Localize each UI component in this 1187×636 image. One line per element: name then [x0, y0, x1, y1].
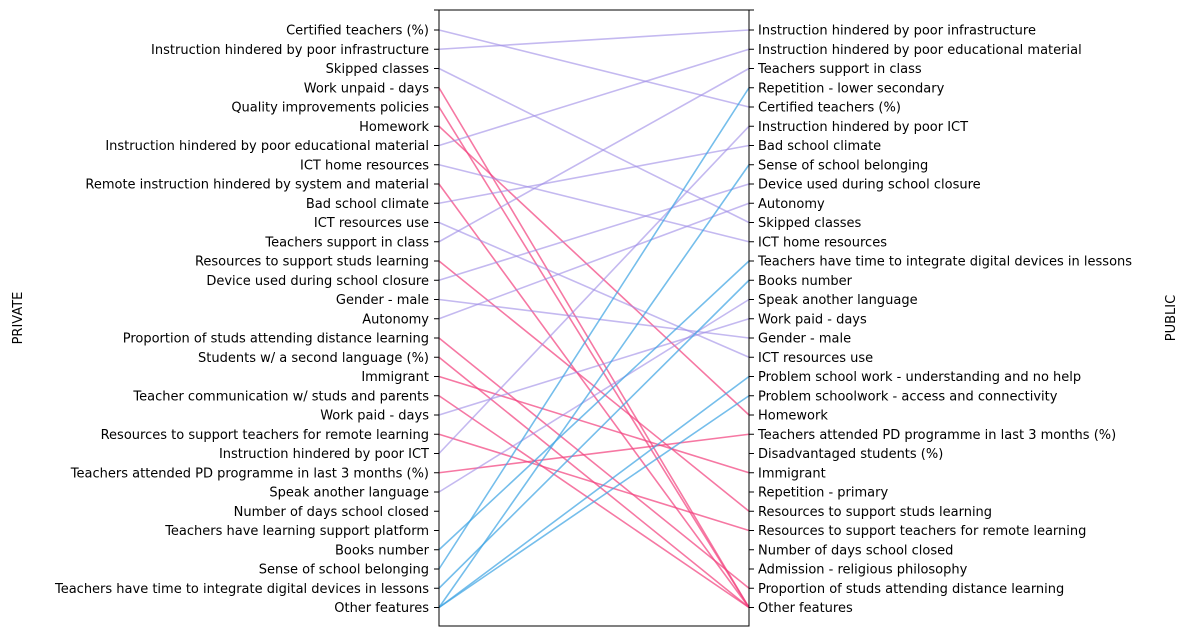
right-tick-label: ICT resources use — [758, 351, 873, 366]
left-tick-label: Resources to support teachers for remote… — [101, 428, 429, 443]
right-tick-label: Bad school climate — [758, 139, 881, 154]
right-tick-label: Speak another language — [758, 293, 918, 308]
connection-line-purple — [438, 163, 750, 243]
left-tick-label: Skipped classes — [326, 62, 430, 77]
right-tick-label: Instruction hindered by poor ICT — [758, 120, 968, 135]
connection-line-pink — [438, 87, 750, 608]
connection-line-pink — [438, 125, 750, 416]
right-tick-label: Instruction hindered by poor infrastruct… — [758, 24, 1036, 39]
right-tick-label: Immigrant — [758, 466, 826, 481]
left-tick-label: Teachers have learning support platform — [164, 524, 429, 539]
right-tick-label: Certified teachers (%) — [758, 101, 901, 116]
connection-line-purple — [438, 144, 750, 205]
plot-frame — [438, 9, 750, 627]
right-tick-label: Resources to support teachers for remote… — [758, 524, 1086, 539]
left-tick-label: Students w/ a second language (%) — [198, 351, 429, 366]
left-tick-label: Teacher communication w/ studs and paren… — [132, 389, 429, 404]
right-tick-label: Sense of school belonging — [758, 158, 928, 173]
right-tick-label: Problem schoolwork - access and connecti… — [758, 389, 1058, 404]
left-tick-label: Speak another language — [269, 486, 429, 501]
right-tick-label: Proportion of studs attending distance l… — [758, 582, 1064, 597]
left-tick-label: Number of days school closed — [234, 505, 429, 520]
right-tick-label: Number of days school closed — [758, 543, 953, 558]
right-tick-label: Teachers have time to integrate digital … — [757, 255, 1132, 270]
connection-line-pink — [438, 433, 750, 474]
left-axis: Certified teachers (%) Instruction hinder… — [54, 9, 439, 616]
right-tick-label: Disadvantaged students (%) — [758, 447, 943, 462]
left-tick-label: Certified teachers (%) — [286, 24, 429, 39]
connection-line-purple — [438, 125, 750, 455]
right-tick-label: Repetition - primary — [758, 486, 888, 501]
left-tick-label: Resources to support studs learning — [195, 255, 429, 270]
connection-line-blue — [438, 164, 750, 608]
left-tick-label: ICT home resources — [300, 158, 429, 173]
left-tick-label: Books number — [335, 543, 430, 558]
left-tick-label: Other features — [334, 601, 429, 616]
right-tick-label: Autonomy — [758, 197, 825, 212]
left-tick-label: Device used during school closure — [206, 274, 429, 289]
right-axis: Instruction hindered by poor infrastruct… — [749, 9, 1132, 616]
connection-line-blue — [438, 395, 750, 609]
right-tick-label: Skipped classes — [758, 216, 862, 231]
right-tick-label: Admission - religious philosophy — [758, 563, 968, 578]
left-tick-label: Teachers have time to integrate digital … — [54, 582, 429, 597]
left-tick-label: Instruction hindered by poor ICT — [219, 447, 429, 462]
right-tick-label: Resources to support studs learning — [758, 505, 992, 520]
right-tick-label: Repetition - lower secondary — [758, 81, 945, 96]
connection-lines — [438, 29, 750, 609]
connection-line-blue — [438, 260, 750, 551]
left-tick-label: Gender - male — [336, 293, 429, 308]
left-tick-label: Remote instruction hindered by system an… — [85, 178, 429, 193]
connection-line-purple — [438, 67, 750, 243]
left-tick-label: Bad school climate — [306, 197, 429, 212]
connection-line-pink — [438, 106, 750, 608]
left-tick-label: Immigrant — [361, 370, 429, 385]
left-tick-label: Instruction hindered by poor educational… — [105, 139, 429, 154]
left-tick-label: Teachers support in class — [264, 235, 429, 250]
connection-line-pink — [438, 433, 750, 532]
public-axis-label: PUBLIC — [1164, 295, 1179, 341]
right-tick-label: Teachers support in class — [757, 62, 922, 77]
left-tick-label: ICT resources use — [314, 216, 429, 231]
left-tick-label: Quality improvements policies — [231, 101, 429, 116]
right-tick-label: Problem school work - understanding and … — [758, 370, 1081, 385]
right-tick-label: Other features — [758, 601, 853, 616]
right-tick-label: Instruction hindered by poor educational… — [758, 43, 1082, 58]
right-tick-label: Homework — [758, 409, 828, 424]
left-tick-label: Work paid - days — [320, 409, 429, 424]
right-tick-label: Device used during school closure — [758, 178, 981, 193]
right-tick-label: Gender - male — [758, 332, 851, 347]
connection-line-purple — [438, 183, 750, 282]
right-tick-label: Work paid - days — [758, 312, 867, 327]
connection-line-purple — [438, 48, 750, 147]
private-axis-label: PRIVATE — [11, 292, 26, 345]
connection-line-purple — [438, 29, 750, 108]
connection-line-blue — [438, 375, 750, 609]
right-tick-label: ICT home resources — [758, 235, 887, 250]
left-tick-label: Instruction hindered by poor infrastruct… — [151, 43, 429, 58]
connection-line-purple — [438, 67, 750, 224]
connection-line-purple — [438, 202, 750, 320]
left-tick-label: Homework — [359, 120, 429, 135]
connection-line-blue — [438, 87, 750, 570]
left-tick-label: Work unpaid - days — [304, 81, 429, 96]
connection-line-pink — [438, 375, 750, 474]
right-tick-label: Books number — [758, 274, 853, 289]
connection-line-blue — [438, 279, 750, 589]
left-tick-label: Autonomy — [362, 312, 429, 327]
left-tick-label: Teachers attended PD programme in last 3… — [70, 466, 429, 481]
connection-line-purple — [438, 317, 750, 416]
left-tick-label: Proportion of studs attending distance l… — [123, 332, 429, 347]
connection-line-purple — [438, 29, 750, 51]
right-tick-label: Teachers attended PD programme in last 3… — [757, 428, 1116, 443]
left-tick-label: Sense of school belonging — [259, 563, 429, 578]
connection-line-pink — [438, 337, 750, 589]
